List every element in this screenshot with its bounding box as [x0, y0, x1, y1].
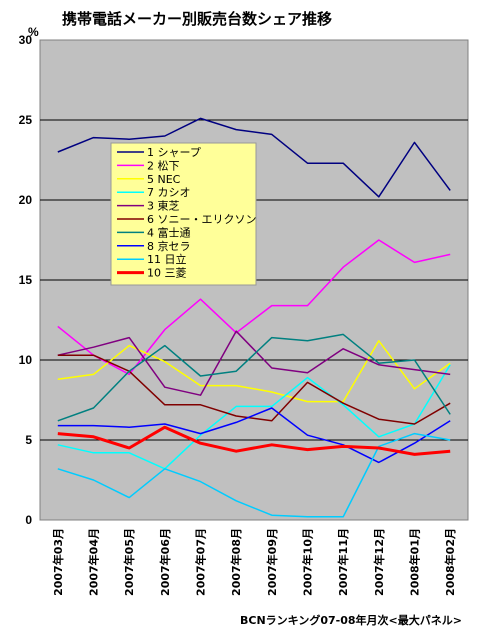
legend-label: 11 日立: [147, 252, 187, 266]
x-tick-label: 2007年05月: [122, 528, 136, 596]
series-line: [57, 340, 451, 403]
series-line: [57, 407, 451, 464]
legend-box: [110, 142, 257, 286]
y-tick-label: 5: [25, 433, 32, 447]
x-tick-label: 2007年09月: [265, 528, 279, 596]
y-tick-label: 10: [19, 353, 33, 367]
x-tick-label: 2007年04月: [87, 528, 101, 596]
x-tick-label: 2008年02月: [443, 528, 457, 596]
series-line: [57, 354, 451, 425]
legend-label: 1 シャープ: [147, 146, 201, 159]
x-tick-label: 2007年11月: [336, 528, 350, 596]
legend-label: 2 松下: [147, 158, 180, 172]
y-tick-label: 30: [19, 33, 33, 47]
x-tick-label: 2007年08月: [229, 528, 243, 596]
x-tick-label: 2007年12月: [372, 528, 386, 596]
series-line: [57, 333, 451, 422]
series-line: [57, 330, 451, 396]
y-tick-label: 25: [19, 113, 33, 127]
series-line: [57, 432, 451, 518]
x-tick-label: 2007年07月: [194, 528, 208, 596]
series-line: [57, 364, 451, 470]
y-axis-unit: %: [28, 25, 39, 39]
chart-title: 携帯電話メーカー別販売台数シェア推移: [62, 10, 332, 28]
series-line: [57, 425, 451, 456]
series-line: [57, 117, 451, 198]
y-tick-label: 0: [25, 513, 32, 527]
legend-label: 4 富士通: [147, 225, 191, 239]
x-tick-label: 2008年01月: [408, 528, 422, 596]
x-tick-label: 2007年06月: [158, 528, 172, 596]
legend-label: 7 カシオ: [147, 186, 191, 199]
legend-label: 8 京セラ: [147, 239, 191, 253]
legend-label: 3 東芝: [147, 200, 180, 213]
x-tick-label: 2007年03月: [51, 528, 65, 596]
y-tick-label: 15: [19, 273, 33, 287]
series-line: [57, 239, 451, 376]
legend-label: 6 ソニー・エリクソン: [147, 213, 257, 226]
legend-label: 10 三菱: [147, 267, 187, 280]
y-tick-label: 20: [19, 193, 33, 207]
legend-label: 5 NEC: [147, 173, 181, 186]
y-axis-ticks: 0 5 10 15 20 25 30: [19, 33, 33, 527]
series-lines: [57, 117, 451, 518]
source-note: BCNランキング07-08年月次<最大パネル>: [240, 613, 462, 627]
x-tick-label: 2007年10月: [301, 528, 315, 596]
x-axis-ticks: 2007年03月 2007年04月 2007年05月 2007年06月 2007年07月…: [51, 528, 457, 596]
